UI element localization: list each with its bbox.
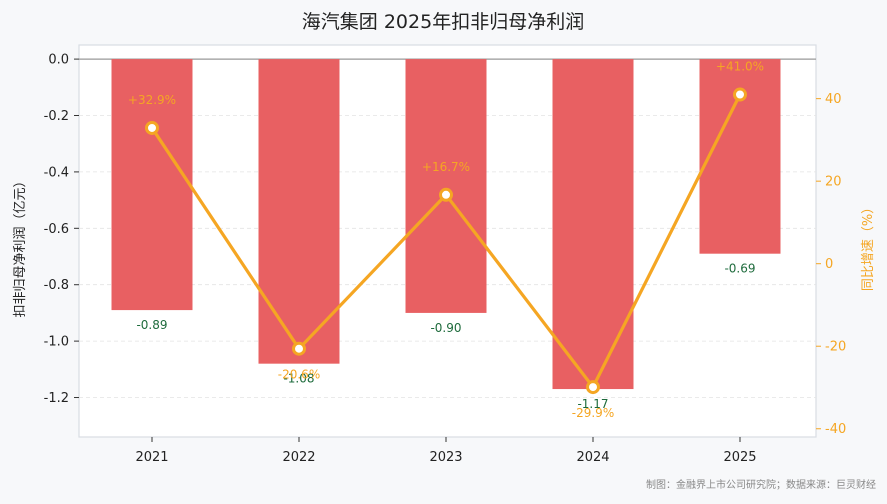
y-right-tick-label: -40 (825, 422, 846, 437)
y-right-tick-label: 0 (825, 257, 833, 272)
bar-value-label: -1.17 (577, 397, 608, 411)
growth-value-label: +32.9% (128, 93, 176, 107)
bars (111, 59, 781, 390)
growth-point (439, 187, 453, 202)
bar (405, 59, 487, 313)
bar-value-label: -0.69 (724, 262, 755, 276)
growth-value-label: +16.7% (422, 160, 470, 174)
bar-value-label: -0.90 (430, 321, 461, 335)
x-tick-label: 2023 (429, 450, 462, 465)
x-tick-label: 2022 (282, 450, 315, 465)
growth-value-label: +41.0% (716, 60, 764, 74)
growth-line (145, 87, 747, 395)
x-tick-label: 2021 (135, 450, 168, 465)
y-axis-left-label: 扣非归母净利润（亿元） (13, 174, 28, 317)
chart-title: 海汽集团 2025年扣非归母净利润 (302, 11, 584, 33)
bar (258, 59, 340, 364)
y-left-tick-label: -0.4 (44, 165, 69, 180)
bar-value-label: -0.89 (136, 318, 167, 332)
y-right-tick-label: 20 (825, 175, 842, 190)
y-left-tick-label: -0.2 (44, 109, 69, 124)
growth-value-label: -29.9% (572, 406, 614, 420)
y-axis-right-label: 同比增速（%） (861, 201, 876, 291)
footer-source: 制图：金融界上市公司研究院；数据来源：巨灵财经 (646, 478, 876, 491)
x-tick-label: 2024 (576, 450, 609, 465)
y-left-tick-label: -0.8 (44, 278, 69, 293)
growth-point (145, 120, 159, 135)
growth-point (733, 87, 747, 102)
y-right-tick-label: 40 (825, 92, 842, 107)
axes: 0.0 -0.2 -0.4 -0.6 -0.8 -1.0 -1.2 40 20 0 -20 -40 20… (44, 53, 847, 465)
y-left-tick-label: -0.6 (44, 222, 69, 237)
y-right-tick-label: -20 (825, 340, 846, 355)
y-left-tick-label: -1.2 (44, 391, 69, 406)
bar (111, 59, 193, 311)
growth-point (586, 380, 600, 395)
data-labels: -0.89 -1.08 -0.90 -1.17 -0.69 +32.9% -20.6% +16… (128, 60, 764, 421)
y-left-tick-label: 0.0 (48, 53, 69, 68)
growth-value-label: -20.6% (278, 368, 320, 382)
bar-value-label: -1.08 (283, 372, 314, 386)
y-left-tick-label: -1.0 (44, 335, 69, 350)
x-tick-label: 2025 (723, 450, 756, 465)
bar (552, 59, 634, 390)
growth-point (292, 341, 306, 356)
